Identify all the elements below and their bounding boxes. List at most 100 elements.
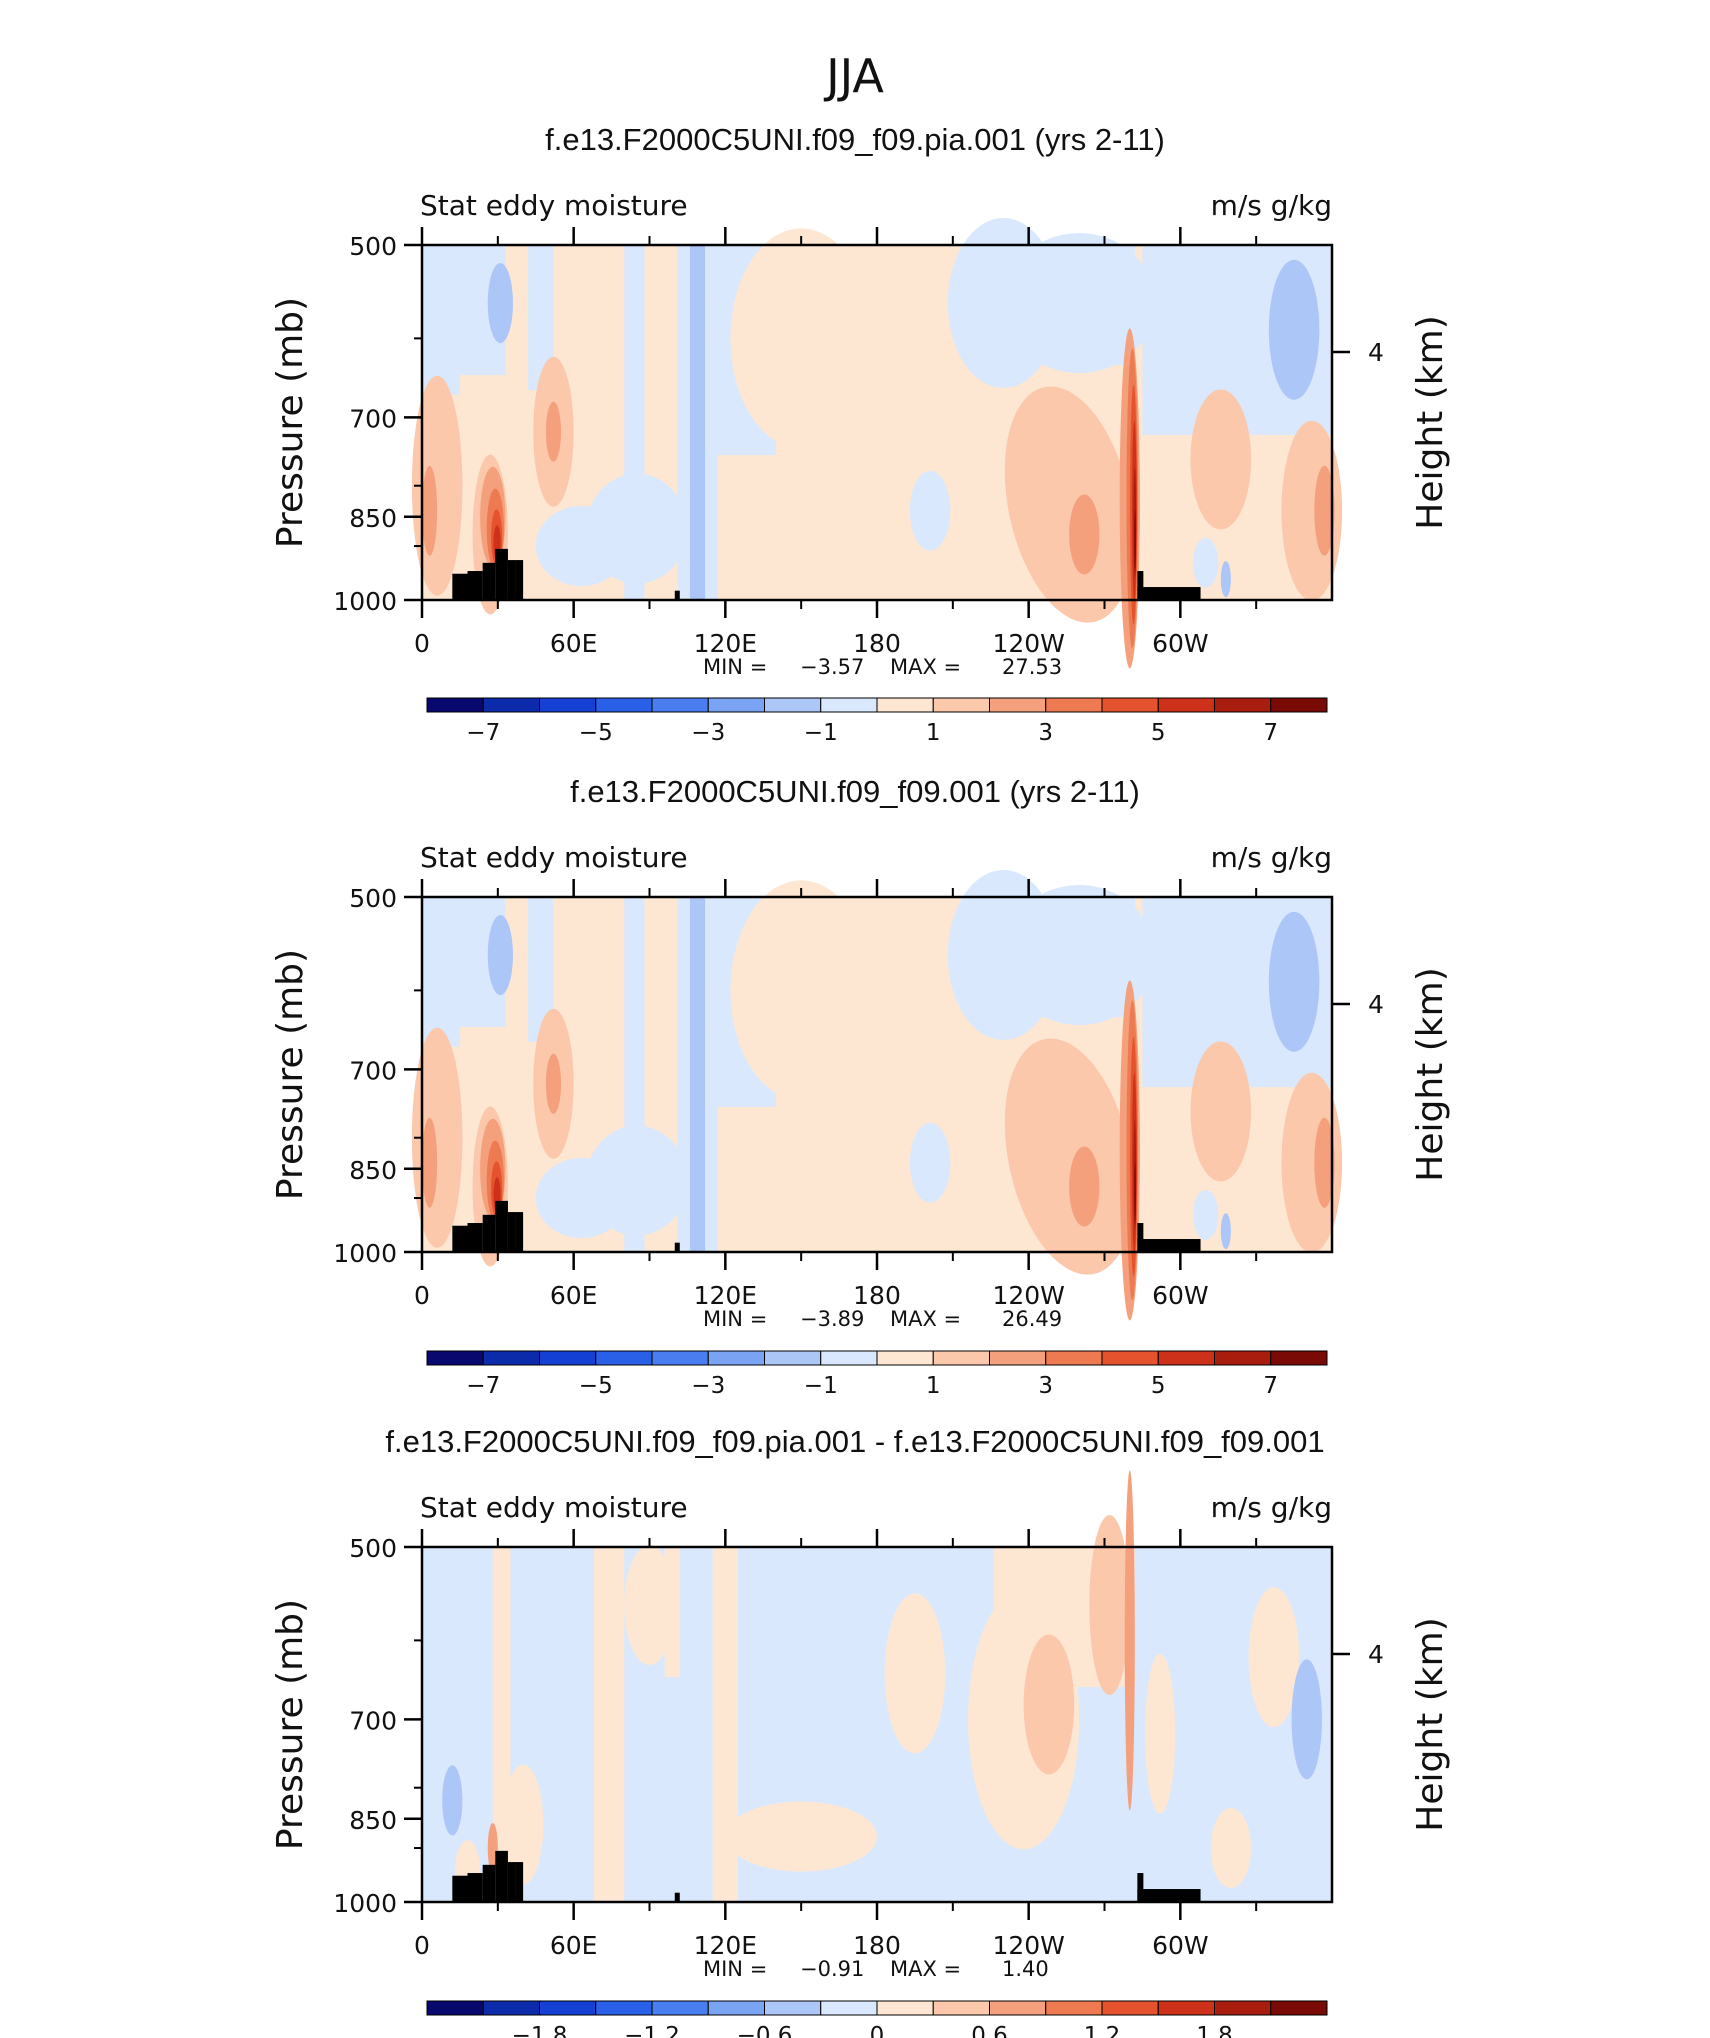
max-label: MAX = [890,1307,961,1331]
colorbar-swatch [1101,697,1159,713]
terrain [1137,1873,1144,1902]
max-value: 1.40 [1002,1957,1049,1981]
xtick-label: 60W [1152,1931,1209,1960]
colorbar-label: −1 [804,720,838,746]
contour-field [411,218,1343,669]
contour-blob [1268,259,1320,400]
colorbar-swatch [1157,1350,1215,1366]
contour-blob [909,1122,951,1203]
max-label: MAX = [890,1957,961,1981]
terrain [674,1242,680,1252]
terrain [495,1850,508,1902]
panel-title: f.e13.F2000C5UNI.f09_f09.pia.001 - f.e13… [385,1424,1324,1459]
min-label: MIN = [703,1957,767,1981]
ytick-label: 500 [349,232,397,261]
terrain [495,548,508,600]
contour-blob [1281,420,1343,601]
contour-blob [1314,465,1335,556]
contour-blob [1124,1470,1135,1811]
colorbar-label: −3 [691,720,725,746]
contour-blob [909,470,951,551]
terrain [452,573,468,600]
colorbar-label: 3 [1038,720,1053,746]
colorbar-swatch [1101,2000,1159,2016]
ytick-label: 700 [349,1056,397,1085]
colorbar-label: −3 [691,1373,725,1399]
xtick-label: 60W [1152,1281,1209,1310]
colorbar-label: −1.8 [512,2023,568,2038]
right-string: m/s g/kg [1211,189,1332,222]
contour-blob [725,1801,878,1872]
colorbar-swatch [595,697,653,713]
min-value: −0.91 [800,1957,864,1981]
colorbar-swatch [989,1350,1047,1366]
contour-blob [487,263,513,344]
left-string: Stat eddy moisture [420,1491,688,1524]
xtick-label: 0 [414,1931,430,1960]
colorbar-swatch [932,1350,990,1366]
contour-blob [1089,1515,1130,1696]
colorbar-swatch [651,2000,709,2016]
contour-blob [730,880,872,1101]
xtick-label: 60E [550,1281,598,1310]
colorbar-swatch [595,1350,653,1366]
xtick-label: 180 [853,1931,901,1960]
colorbar-swatch [426,1350,484,1366]
contour-blob [1004,1038,1134,1275]
colorbar-swatch [539,2000,597,2016]
ytick-label: 700 [349,1706,397,1735]
xtick-label: 120E [694,1931,758,1960]
ytick-label: 700 [349,404,397,433]
ytick-label: 850 [349,1156,397,1185]
colorbar-label: 1 [926,1373,941,1399]
colorbar-swatch [820,1350,878,1366]
xtick-label: 120W [992,1931,1064,1960]
left-string: Stat eddy moisture [420,841,688,874]
panel-title: f.e13.F2000C5UNI.f09_f09.001 (yrs 2-11) [570,774,1140,809]
colorbar-swatch [539,697,597,713]
xtick-label: 120W [992,629,1064,658]
contour-blob [1268,911,1320,1052]
panel-3: f.e13.F2000C5UNI.f09_f09.pia.001 - f.e13… [270,1424,1451,2038]
contour-blob [1220,561,1231,598]
colorbar-swatch [651,697,709,713]
max-value: 26.49 [1002,1307,1062,1331]
right-string: m/s g/kg [1211,841,1332,874]
xtick-label: 120W [992,1281,1064,1310]
terrain [1137,1239,1201,1252]
terrain [482,1214,496,1252]
colorbar-swatch [595,2000,653,2016]
xtick-label: 60E [550,629,598,658]
contour-blob [1210,1808,1252,1889]
colorbar-swatch [1101,1350,1159,1366]
contour-blob [1314,1117,1335,1208]
terrain [495,1200,508,1252]
colorbar: −7 −5 −3 −1 1 3 5 7 [426,1350,1328,1399]
colorbar-label: 5 [1151,720,1166,746]
contour-blob [884,1593,946,1754]
contour-blob [1190,1041,1252,1182]
xtick-label: 120E [694,1281,758,1310]
colorbar-swatch [764,697,822,713]
max-value: 27.53 [1002,655,1062,679]
terrain [507,560,516,600]
colorbar-label: 1.8 [1196,2023,1233,2038]
contour-blob [545,1053,562,1114]
colorbar-swatch [764,2000,822,2016]
colorbar-label: −5 [579,720,613,746]
terrain [482,1864,496,1902]
terrain [515,1212,524,1252]
terrain [1137,587,1201,600]
contour-blob [1003,885,1156,1026]
colorbar-swatch [932,697,990,713]
contour-blob [502,1764,544,1885]
ytick-label: 500 [349,884,397,913]
panel-title: f.e13.F2000C5UNI.f09_f09.pia.001 (yrs 2-… [545,122,1165,157]
xtick-label: 0 [414,1281,430,1310]
xtick-label: 120E [694,629,758,658]
contour-blob [1192,537,1219,588]
colorbar-swatch [426,697,484,713]
colorbar: −1.8 −1.2 −0.6 0 0.6 1.2 1.8 [426,2000,1328,2038]
terrain [452,1875,468,1902]
terrain [467,1223,483,1252]
